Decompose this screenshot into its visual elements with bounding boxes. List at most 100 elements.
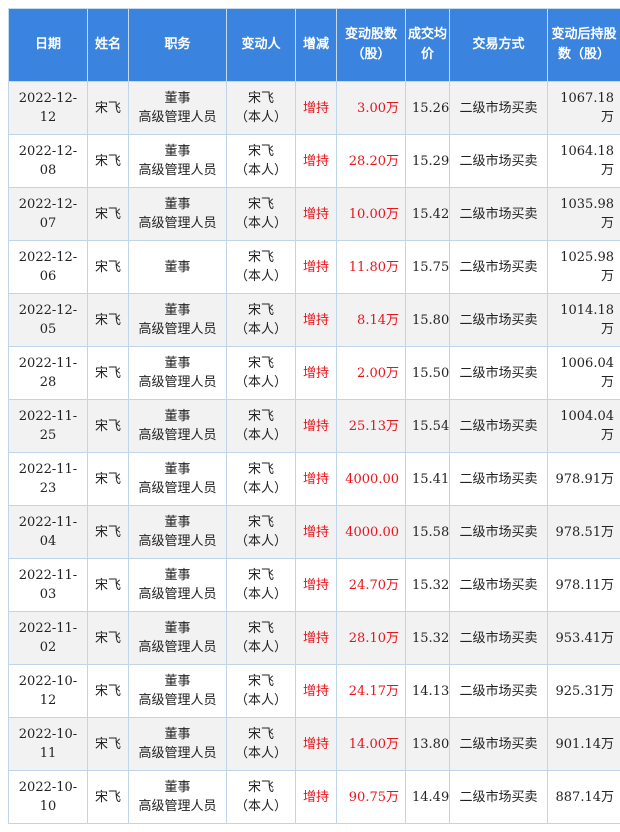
cell-role-text: 董事 (164, 727, 191, 742)
cell-shares: 8.14万 (336, 293, 406, 347)
cell-method-text: 二级市场买卖 (459, 630, 538, 646)
cell-change-text: 增持 (302, 630, 329, 646)
cell-date: 2022-11-03 (8, 558, 88, 612)
cell-person-text: （本人） (234, 216, 287, 231)
cell-name-text: 宋飞 (94, 736, 121, 752)
cell-person: 宋飞 （本人） (226, 293, 296, 347)
cell-person-text: （本人） (234, 746, 287, 761)
cell-change: 增持 (295, 293, 337, 347)
cell-price-text: 15.26 (412, 100, 450, 116)
cell-method-text: 二级市场买卖 (459, 100, 538, 116)
cell-shares: 2.00万 (336, 346, 406, 400)
cell-name-text: 宋飞 (94, 418, 121, 434)
cell-after: 887.14万 (547, 770, 620, 824)
cell-price-text: 15.42 (412, 206, 450, 222)
cell-person: 宋飞 （本人） (226, 452, 296, 506)
cell-role-text: 董事 (164, 197, 191, 212)
cell-date: 2022-11-28 (8, 346, 88, 400)
cell-date: 2022-11-23 (8, 452, 88, 506)
cell-price: 15.42 (405, 187, 450, 241)
cell-role-text: 董事 (164, 303, 191, 318)
cell-after: 978.91万 (547, 452, 620, 506)
cell-date: 2022-10-12 (8, 664, 88, 718)
cell-change-text: 增持 (302, 206, 329, 222)
cell-price-text: 15.80 (412, 312, 450, 328)
cell-role-text: 高级管理人员 (138, 587, 217, 602)
cell-name: 宋飞 (87, 346, 129, 400)
cell-date: 2022-10-10 (8, 770, 88, 824)
cell-shares: 14.00万 (336, 717, 406, 771)
cell-date-text: 2022-12-05 (18, 303, 78, 337)
cell-price-text: 15.58 (412, 524, 450, 540)
cell-name-text: 宋飞 (94, 365, 121, 381)
cell-role-text: 高级管理人员 (138, 163, 217, 178)
cell-change: 增持 (295, 558, 337, 612)
cell-method-text: 二级市场买卖 (459, 524, 538, 540)
cell-price: 15.75 (405, 240, 450, 294)
cell-role-text: 董事 (164, 144, 191, 159)
cell-role-text: 高级管理人员 (138, 322, 217, 337)
cell-name-text: 宋飞 (94, 524, 121, 540)
header-after: 变动后持股数（股） (547, 8, 620, 82)
cell-price-text: 15.32 (412, 630, 450, 646)
cell-shares-text: 24.17万 (348, 683, 399, 699)
cell-date-text: 2022-10-12 (18, 674, 78, 708)
cell-change: 增持 (295, 664, 337, 718)
cell-role: 董事 高级管理人员 (128, 611, 227, 665)
cell-shares: 25.13万 (336, 399, 406, 453)
cell-price: 15.54 (405, 399, 450, 453)
cell-name: 宋飞 (87, 399, 129, 453)
cell-after: 1004.04万 (547, 399, 620, 453)
table-row: 2022-12-06 宋飞 董事 宋飞 （本人） 增持 11.80万 15.75 二级市场买卖 1… (8, 240, 620, 294)
cell-shares-text: 4000.00 (345, 524, 399, 540)
header-shares: 变动股数（股） (336, 8, 406, 82)
table-row: 2022-11-25 宋飞 董事 高级管理人员 宋飞 （本人） 增持 25.13万 15.54 二… (8, 399, 620, 453)
cell-person: 宋飞 （本人） (226, 611, 296, 665)
cell-price-text: 13.80 (412, 736, 450, 752)
cell-after: 1025.98万 (547, 240, 620, 294)
cell-price-text: 14.49 (412, 789, 450, 805)
cell-after-text: 1064.18万 (560, 144, 614, 178)
cell-method-text: 二级市场买卖 (459, 577, 538, 593)
cell-role-text: 董事 (164, 462, 191, 477)
cell-role-text: 高级管理人员 (138, 428, 217, 443)
cell-name-text: 宋飞 (94, 630, 121, 646)
cell-change: 增持 (295, 240, 337, 294)
cell-shares-text: 24.70万 (348, 577, 399, 593)
cell-after-text: 925.31万 (555, 683, 615, 699)
cell-price: 13.80 (405, 717, 450, 771)
table-row: 2022-11-04 宋飞 董事 高级管理人员 宋飞 （本人） 增持 4000.00 15.58… (8, 505, 620, 559)
cell-date: 2022-11-25 (8, 399, 88, 453)
cell-person-text: （本人） (234, 534, 287, 549)
cell-price-text: 15.54 (412, 418, 450, 434)
cell-person-text: （本人） (234, 481, 287, 496)
cell-change: 增持 (295, 505, 337, 559)
cell-role: 董事 高级管理人员 (128, 187, 227, 241)
cell-after-text: 1025.98万 (560, 250, 614, 284)
cell-date-text: 2022-10-11 (18, 727, 78, 761)
cell-after-text: 901.14万 (555, 736, 615, 752)
cell-person-text: 宋飞 (247, 621, 274, 636)
cell-person-text: 宋飞 (247, 144, 274, 159)
cell-after-text: 978.51万 (555, 524, 615, 540)
cell-price: 15.80 (405, 293, 450, 347)
cell-shares: 4000.00 (336, 505, 406, 559)
cell-method-text: 二级市场买卖 (459, 683, 538, 699)
table-row: 2022-10-11 宋飞 董事 高级管理人员 宋飞 （本人） 增持 14.00万 13.80 二… (8, 717, 620, 771)
cell-person: 宋飞 （本人） (226, 717, 296, 771)
cell-name: 宋飞 (87, 293, 129, 347)
cell-date: 2022-12-08 (8, 134, 88, 188)
cell-name: 宋飞 (87, 664, 129, 718)
cell-change-text: 增持 (302, 736, 329, 752)
cell-name-text: 宋飞 (94, 312, 121, 328)
cell-person-text: 宋飞 (247, 674, 274, 689)
cell-name: 宋飞 (87, 770, 129, 824)
table-row: 2022-11-03 宋飞 董事 高级管理人员 宋飞 （本人） 增持 24.70万 15.32 二… (8, 558, 620, 612)
cell-person-text: （本人） (234, 269, 287, 284)
cell-name-text: 宋飞 (94, 789, 121, 805)
cell-role: 董事 高级管理人员 (128, 134, 227, 188)
cell-date-text: 2022-12-07 (18, 197, 78, 231)
cell-shares: 24.70万 (336, 558, 406, 612)
cell-date: 2022-12-12 (8, 81, 88, 135)
cell-date: 2022-10-11 (8, 717, 88, 771)
